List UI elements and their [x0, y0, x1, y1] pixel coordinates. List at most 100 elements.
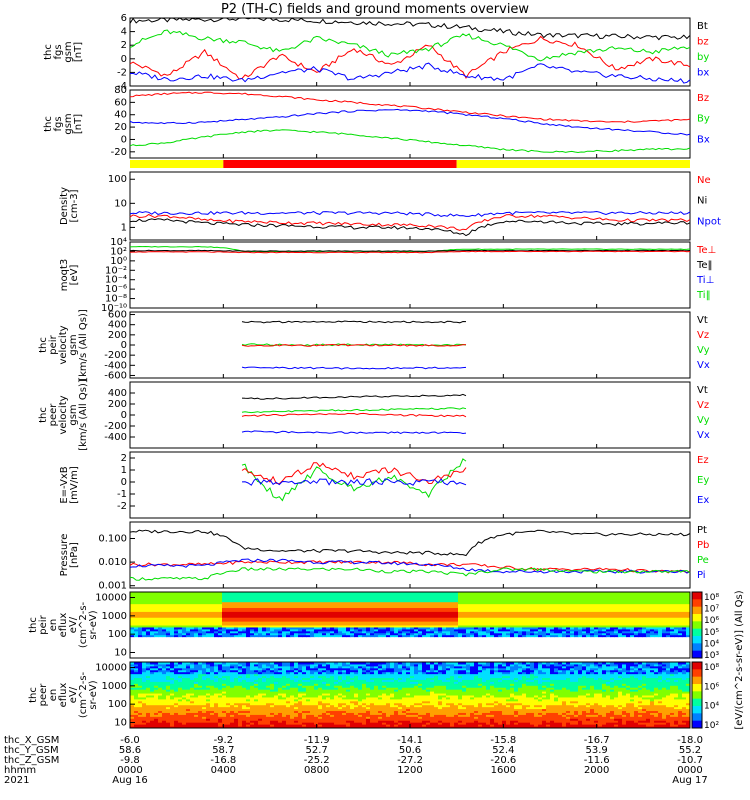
spectrogram-cell — [590, 593, 595, 597]
spectrogram-cell — [190, 607, 195, 610]
spectrogram-cell — [246, 623, 251, 626]
spectrogram-cell — [214, 609, 219, 612]
spectrogram-cell — [214, 632, 219, 636]
spectrogram-cell — [526, 605, 531, 609]
spectrogram-cell — [218, 625, 223, 628]
spectrogram-cell — [158, 613, 163, 616]
spectrogram-cell — [378, 601, 383, 605]
spectrogram-cell — [598, 630, 603, 634]
spectrogram-cell — [482, 621, 487, 624]
spectrogram-cell — [490, 632, 495, 636]
spectrogram-cell — [630, 599, 635, 603]
spectrogram-cell — [138, 634, 143, 638]
spectrogram-cell — [486, 626, 491, 630]
spectrogram-cell — [574, 601, 579, 605]
spectrogram-cell — [306, 599, 311, 603]
spectrogram-cell — [538, 634, 543, 638]
spectrogram-cell — [514, 623, 519, 626]
spectrogram-cell — [334, 623, 339, 626]
spectrogram-cell — [458, 615, 463, 618]
spectrogram-cell — [626, 607, 631, 610]
spectrogram-cell — [642, 615, 647, 618]
spectrogram-cell — [318, 613, 323, 616]
spectrogram-cell — [310, 599, 315, 603]
spectrogram-cell — [422, 603, 427, 607]
spectrogram-cell — [238, 619, 243, 622]
legend-entry: Ez — [697, 455, 709, 466]
spectrogram-cell — [410, 615, 415, 618]
spectrogram-cell — [574, 613, 579, 616]
spectrogram-cell — [402, 611, 407, 614]
spectrogram-cell — [470, 595, 475, 599]
spectrogram-cell — [254, 597, 259, 601]
spectrogram-cell — [354, 597, 359, 601]
spectrogram-cell — [418, 601, 423, 605]
spectrogram-cell — [362, 628, 367, 632]
spectrogram-cell — [454, 603, 459, 607]
spectrogram-cell — [142, 595, 147, 599]
spectrogram-cell — [318, 628, 323, 632]
spectrogram-cell — [370, 597, 375, 601]
spectrogram-cell — [510, 607, 515, 610]
spectrogram-cell — [642, 599, 647, 603]
spectrogram-cell — [490, 634, 495, 638]
spectrogram-cell — [462, 634, 467, 638]
spectrogram-cell — [630, 634, 635, 638]
spectrogram-cell — [494, 597, 499, 601]
spectrogram-cell — [446, 593, 451, 597]
spectrogram-cell — [474, 619, 479, 622]
spectrogram-cell — [442, 619, 447, 622]
spectrogram-cell — [142, 625, 147, 628]
spectrogram-cell — [478, 615, 483, 618]
spectrogram-cell — [602, 626, 607, 630]
spectrogram-cell — [142, 615, 147, 618]
spectrogram-cell — [314, 625, 319, 628]
spectrogram-cell — [538, 623, 543, 626]
spectrogram-cell — [286, 609, 291, 612]
spectrogram-cell — [590, 617, 595, 620]
spectrogram-cell — [526, 617, 531, 620]
spectrogram-cell — [554, 601, 559, 605]
y-tick-label: -400 — [104, 360, 127, 371]
spectrogram-cell — [222, 632, 227, 636]
spectrogram-cell — [342, 601, 347, 605]
spectrogram-cell — [162, 613, 167, 616]
spectrogram-cell — [166, 601, 171, 605]
spectrogram-cell — [466, 626, 471, 630]
spectrogram-cell — [578, 592, 583, 595]
spectrogram-cell — [254, 617, 259, 620]
spectrogram-cell — [218, 619, 223, 622]
spectrogram-cell — [366, 607, 371, 610]
spectrogram-cell — [602, 619, 607, 622]
spectrogram-cell — [550, 597, 555, 601]
spectrogram-cell — [174, 592, 179, 595]
spectrogram-cell — [630, 621, 635, 624]
spectrogram-cell — [150, 617, 155, 620]
spectrogram-cell — [194, 628, 199, 632]
spectrogram-cell — [626, 599, 631, 603]
spectrogram-cell — [530, 611, 535, 614]
spectrogram-cell — [534, 617, 539, 620]
spectrogram-cell — [414, 621, 419, 624]
spectrogram-cell — [194, 621, 199, 624]
spectrogram-cell — [290, 630, 295, 634]
spectrogram-cell — [474, 593, 479, 597]
y-tick-label: -1 — [117, 489, 127, 500]
spectrogram-cell — [430, 601, 435, 605]
spectrogram-cell — [258, 605, 263, 609]
spectrogram-cell — [358, 628, 363, 632]
spectrogram-cell — [166, 592, 171, 595]
colorbar-band — [692, 606, 702, 615]
spectrogram-cell — [314, 609, 319, 612]
spectrogram-cell — [354, 613, 359, 616]
spectrogram-cell — [510, 613, 515, 616]
spectrogram-cell — [310, 615, 315, 618]
spectrogram-cell — [418, 626, 423, 630]
legend-entry: By — [697, 114, 710, 125]
spectrogram-cell — [646, 623, 651, 626]
spectrogram-cell — [454, 628, 459, 632]
spectrogram-cell — [510, 593, 515, 597]
spectrogram-cell — [158, 625, 163, 628]
spectrogram-cell — [398, 601, 403, 605]
spectrogram-cell — [310, 601, 315, 605]
